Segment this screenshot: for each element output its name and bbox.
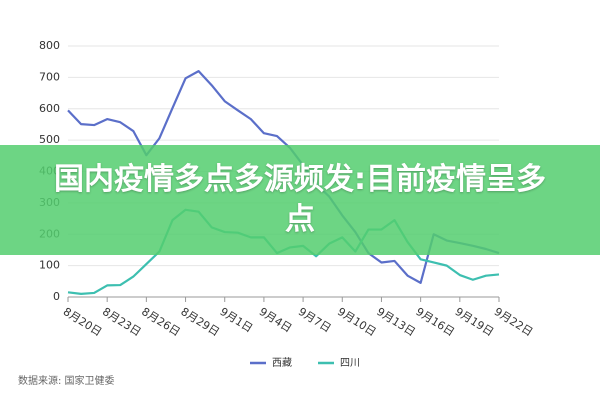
headline-text: 国内疫情多点多源频发:目前疫情呈多点 (54, 162, 546, 237)
x-tick-label: 9月1日 (218, 305, 255, 335)
y-tick-label: 100 (39, 259, 60, 272)
x-tick-label: 9月22日 (492, 305, 535, 339)
x-tick-label: 9月16日 (413, 305, 456, 339)
x-tick-label: 9月4日 (257, 305, 294, 335)
x-tick-label: 9月13日 (374, 305, 417, 339)
x-tick-label: 8月20日 (61, 305, 104, 339)
legend-label: 西藏 (272, 357, 292, 369)
y-tick-label: 800 (39, 39, 60, 52)
headline-banner: 国内疫情多点多源频发:目前疫情呈多点 (0, 145, 600, 255)
x-tick-label: 8月26日 (139, 305, 182, 339)
x-tick-label: 8月29日 (178, 305, 221, 339)
x-tick-label: 9月10日 (335, 305, 378, 339)
y-tick-label: 600 (39, 102, 60, 115)
x-tick-label: 8月23日 (100, 305, 143, 339)
series-line (67, 70, 500, 284)
y-tick-label: 700 (39, 70, 60, 83)
y-tick-label: 0 (53, 290, 60, 303)
x-tick-label: 9月19日 (453, 305, 496, 339)
source-note: 数据来源: 国家卫健委 (18, 374, 115, 387)
legend-label: 四川 (340, 358, 360, 369)
x-tick-label: 9月7日 (296, 305, 333, 335)
y-tick-label: 500 (39, 133, 60, 146)
